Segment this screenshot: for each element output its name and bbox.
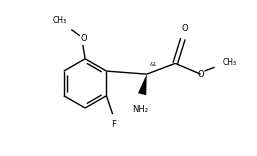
Text: CH₃: CH₃ — [222, 58, 236, 67]
Text: CH₃: CH₃ — [52, 16, 67, 25]
Text: F: F — [111, 120, 116, 129]
Text: &1: &1 — [150, 62, 157, 67]
Text: O: O — [181, 24, 188, 33]
Text: O: O — [197, 70, 204, 79]
Polygon shape — [138, 74, 147, 95]
Text: NH₂: NH₂ — [133, 105, 149, 114]
Text: O: O — [80, 34, 87, 43]
